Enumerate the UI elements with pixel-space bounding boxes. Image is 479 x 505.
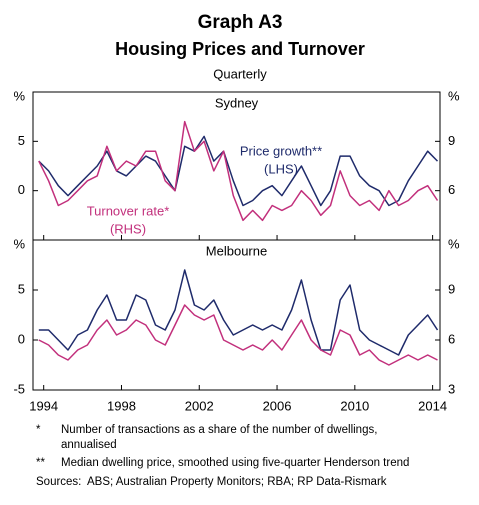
y-tick-label: 5 xyxy=(18,133,25,148)
x-tick-label: 2006 xyxy=(263,398,292,413)
chart-title: Graph A3 xyxy=(198,12,283,33)
y-unit: % xyxy=(13,88,25,103)
y2-unit: % xyxy=(448,236,460,251)
footnote: annualised xyxy=(61,439,117,451)
y2-tick-label: 6 xyxy=(448,182,455,197)
series-line xyxy=(38,304,438,366)
panel-title: Sydney xyxy=(215,95,259,110)
plot-frame xyxy=(32,91,441,391)
series-label: Turnover rate* xyxy=(87,203,170,218)
x-tick-label: 1994 xyxy=(29,398,58,413)
y2-unit: % xyxy=(448,88,460,103)
sources-label: Sources: xyxy=(36,476,81,488)
chart-subtitle: Housing Prices and Turnover xyxy=(115,39,365,59)
y-tick-label: 5 xyxy=(18,281,25,296)
y2-tick-label: 6 xyxy=(448,331,455,346)
x-tick-label: 2010 xyxy=(340,398,369,413)
series-label: Price growth** xyxy=(240,143,322,158)
x-tick-label: 1998 xyxy=(107,398,136,413)
y2-tick-label: 3 xyxy=(448,381,455,396)
footnote-marker: ** xyxy=(36,457,45,469)
y-tick-label: 0 xyxy=(18,331,25,346)
series-axis-note: (RHS) xyxy=(110,221,146,236)
sources: ABS; Australian Property Monitors; RBA; … xyxy=(87,476,387,488)
y-tick-label: -5 xyxy=(13,381,25,396)
series-line xyxy=(38,120,439,222)
x-tick-label: 2014 xyxy=(418,398,447,413)
y2-tick-label: 9 xyxy=(448,133,455,148)
series-line xyxy=(38,135,439,207)
series-axis-note: (LHS) xyxy=(264,161,298,176)
footnote-marker: * xyxy=(36,424,41,436)
footnote: Median dwelling price, smoothed using fi… xyxy=(61,457,409,469)
y2-tick-label: 9 xyxy=(448,281,455,296)
footnote: Number of transactions as a share of the… xyxy=(61,424,377,436)
series-line xyxy=(38,269,439,356)
x-tick-label: 2002 xyxy=(185,398,214,413)
frequency: Quarterly xyxy=(213,66,267,81)
panel-title: Melbourne xyxy=(206,243,267,258)
y-unit: % xyxy=(13,236,25,251)
y-tick-label: 0 xyxy=(18,182,25,197)
